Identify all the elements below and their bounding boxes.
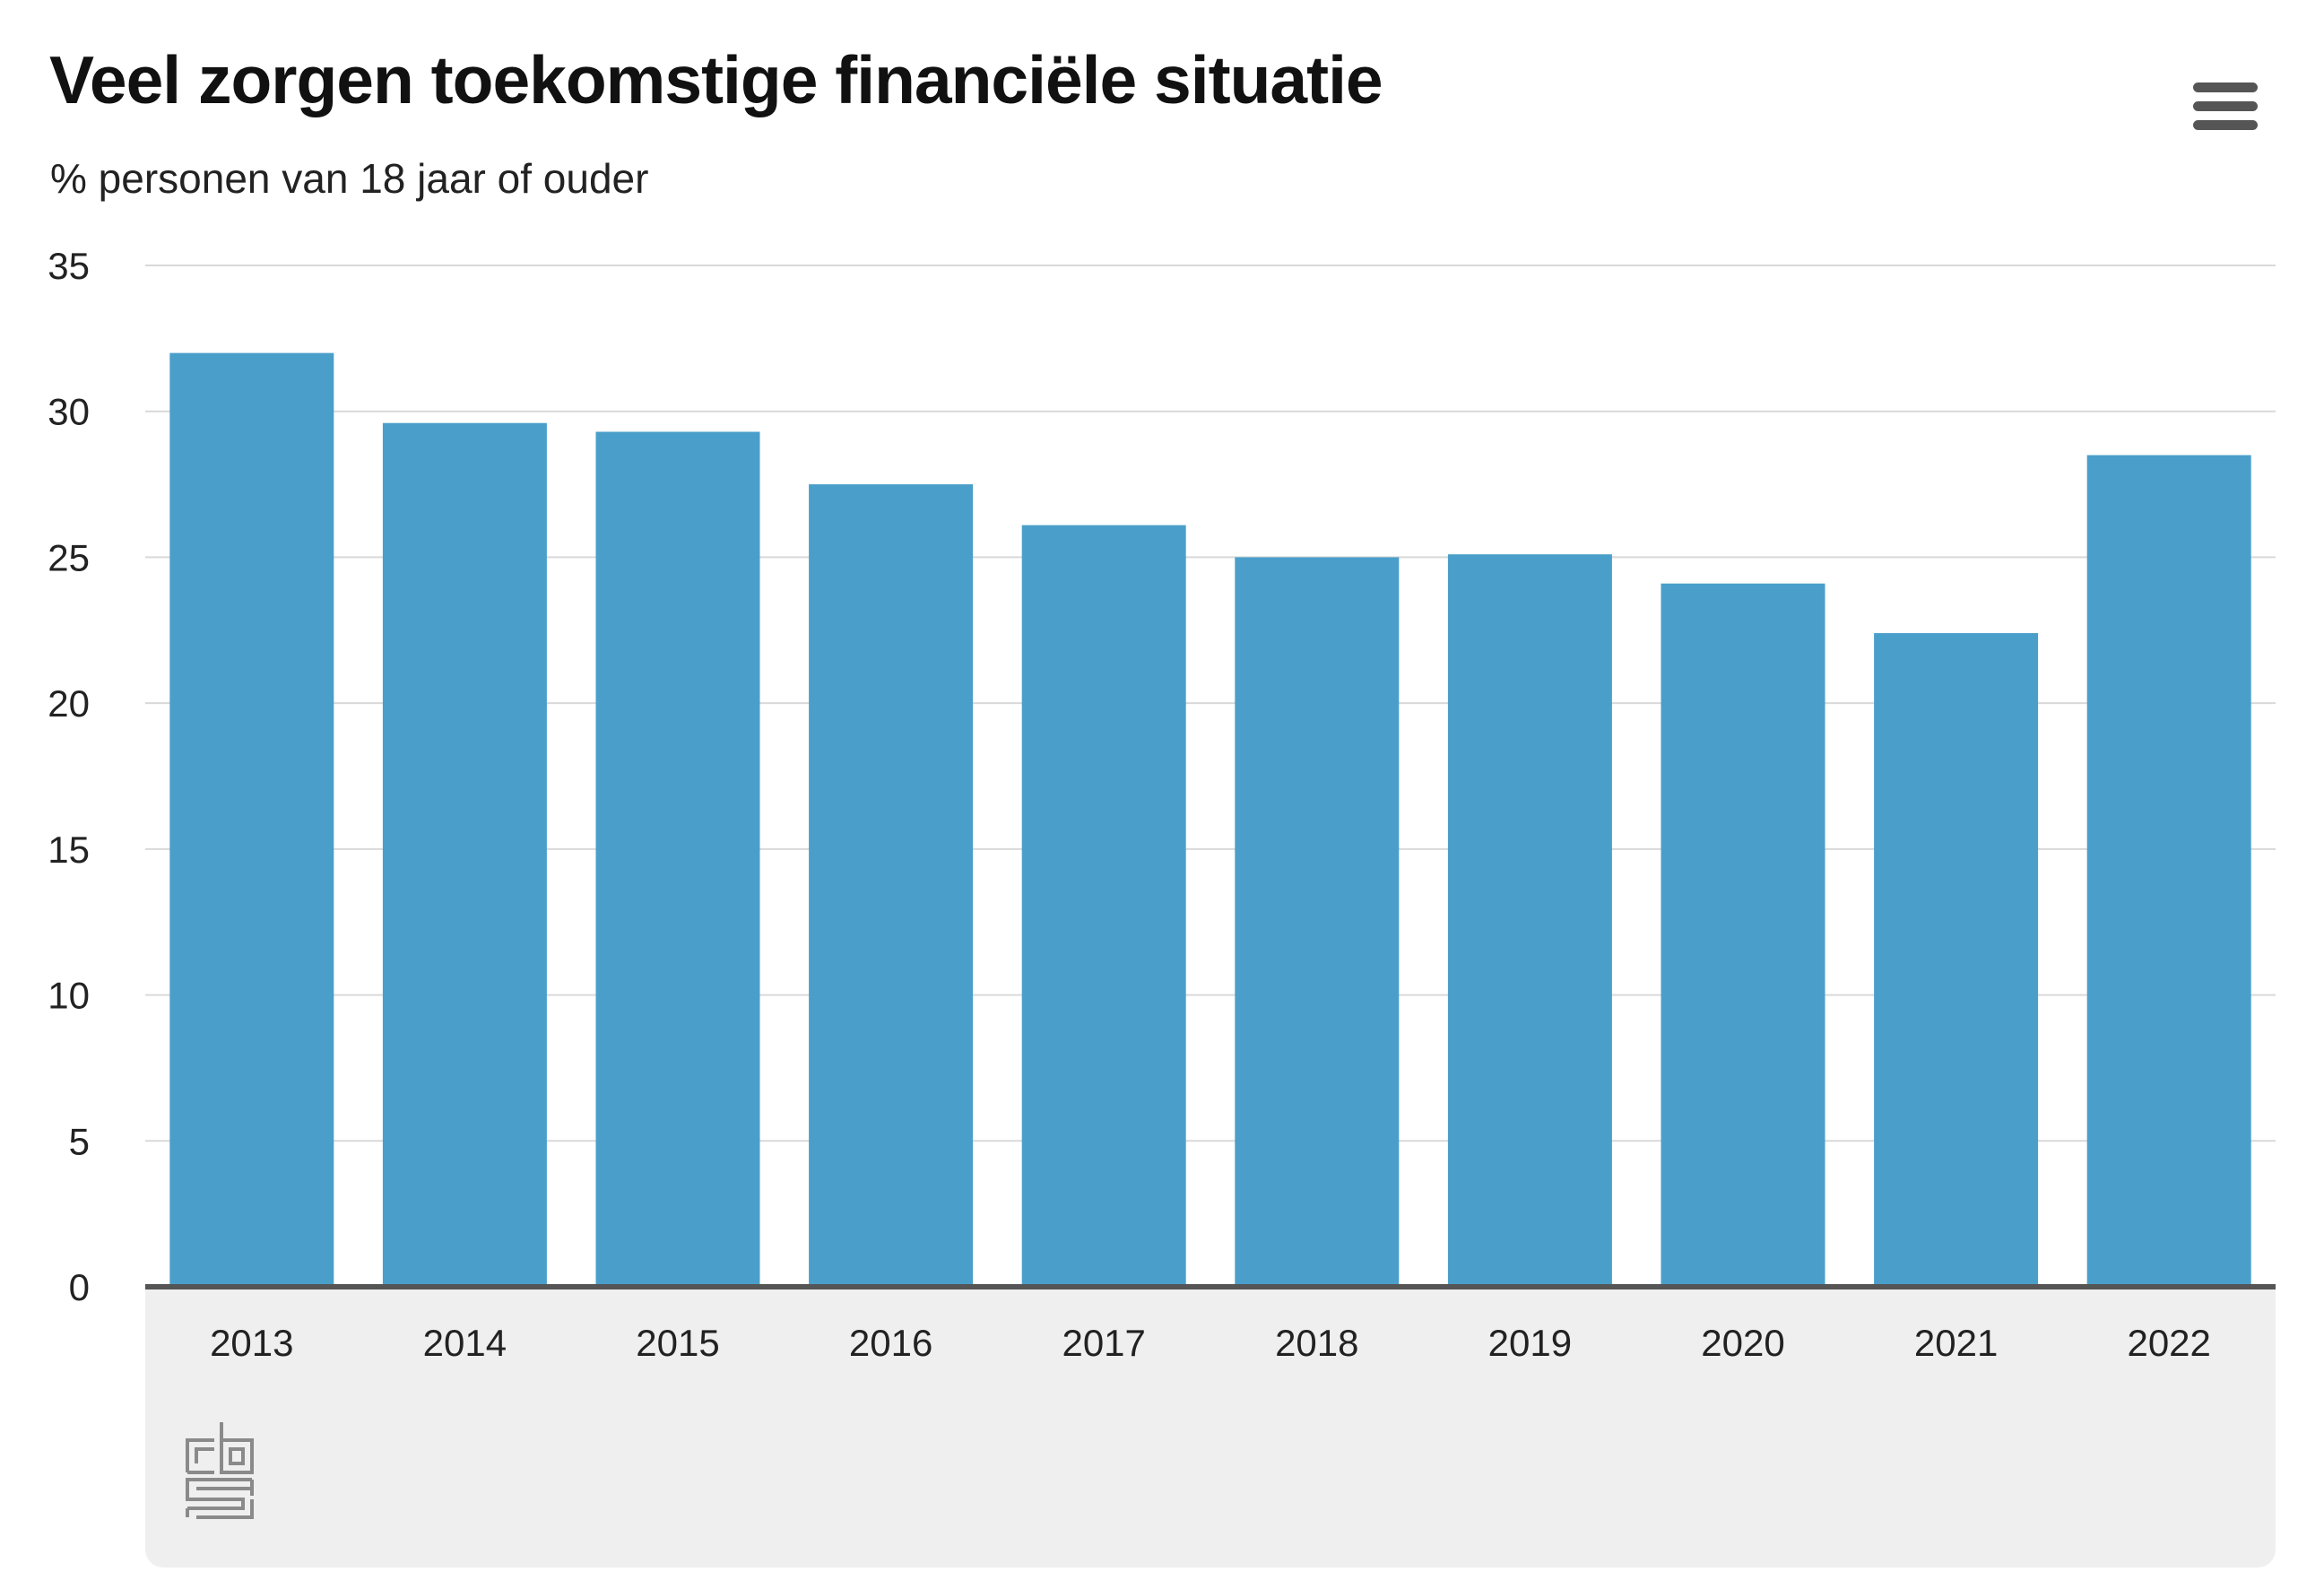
- chart-subtitle: % personen van 18 jaar of ouder: [50, 155, 649, 202]
- y-tick-label: 25: [48, 536, 90, 578]
- y-tick-label: 20: [48, 682, 90, 725]
- x-tick-label: 2020: [1701, 1322, 1784, 1364]
- bar-2021[interactable]: [1874, 633, 2039, 1287]
- x-tick-label: 2018: [1275, 1322, 1358, 1364]
- bars: [169, 352, 2251, 1288]
- x-tick-label: 2013: [210, 1322, 293, 1364]
- x-tick-label: 2015: [636, 1322, 719, 1364]
- bar-2018[interactable]: [1235, 557, 1400, 1287]
- y-tick-label: 30: [48, 391, 90, 433]
- x-tick-label: 2019: [1488, 1322, 1572, 1364]
- x-tick-label: 2017: [1062, 1322, 1145, 1364]
- chart-title: Veel zorgen toekomstige financiële situa…: [49, 42, 1383, 117]
- y-tick-label: 5: [69, 1120, 90, 1162]
- bar-2015[interactable]: [595, 431, 760, 1288]
- hamburger-menu-icon[interactable]: [2190, 77, 2261, 136]
- y-tick-label: 15: [48, 829, 90, 871]
- x-tick-label: 2016: [849, 1322, 932, 1364]
- bar-2013[interactable]: [169, 352, 334, 1288]
- y-tick-label: 0: [69, 1266, 90, 1308]
- x-tick-label: 2022: [2127, 1322, 2210, 1364]
- y-axis-ticks: 0 5 10 15 20 25 30 35: [48, 245, 90, 1308]
- y-tick-label: 10: [48, 975, 90, 1017]
- x-axis-ticks: 2013 2014 2015 2016 2017 2018 2019 2020 2021 2022: [210, 1322, 2211, 1364]
- bar-2017[interactable]: [1021, 525, 1186, 1287]
- bar-2019[interactable]: [1447, 554, 1612, 1287]
- chart-footer-panel: [145, 1289, 2276, 1567]
- bar-2022[interactable]: [2086, 455, 2251, 1287]
- bar-2020[interactable]: [1661, 583, 1825, 1287]
- x-tick-label: 2014: [423, 1322, 507, 1364]
- cbs-logo-icon: [184, 1419, 256, 1524]
- x-tick-label: 2021: [1914, 1322, 1998, 1364]
- bar-2016[interactable]: [809, 484, 974, 1287]
- y-tick-label: 35: [48, 245, 90, 287]
- bar-2014[interactable]: [382, 422, 547, 1287]
